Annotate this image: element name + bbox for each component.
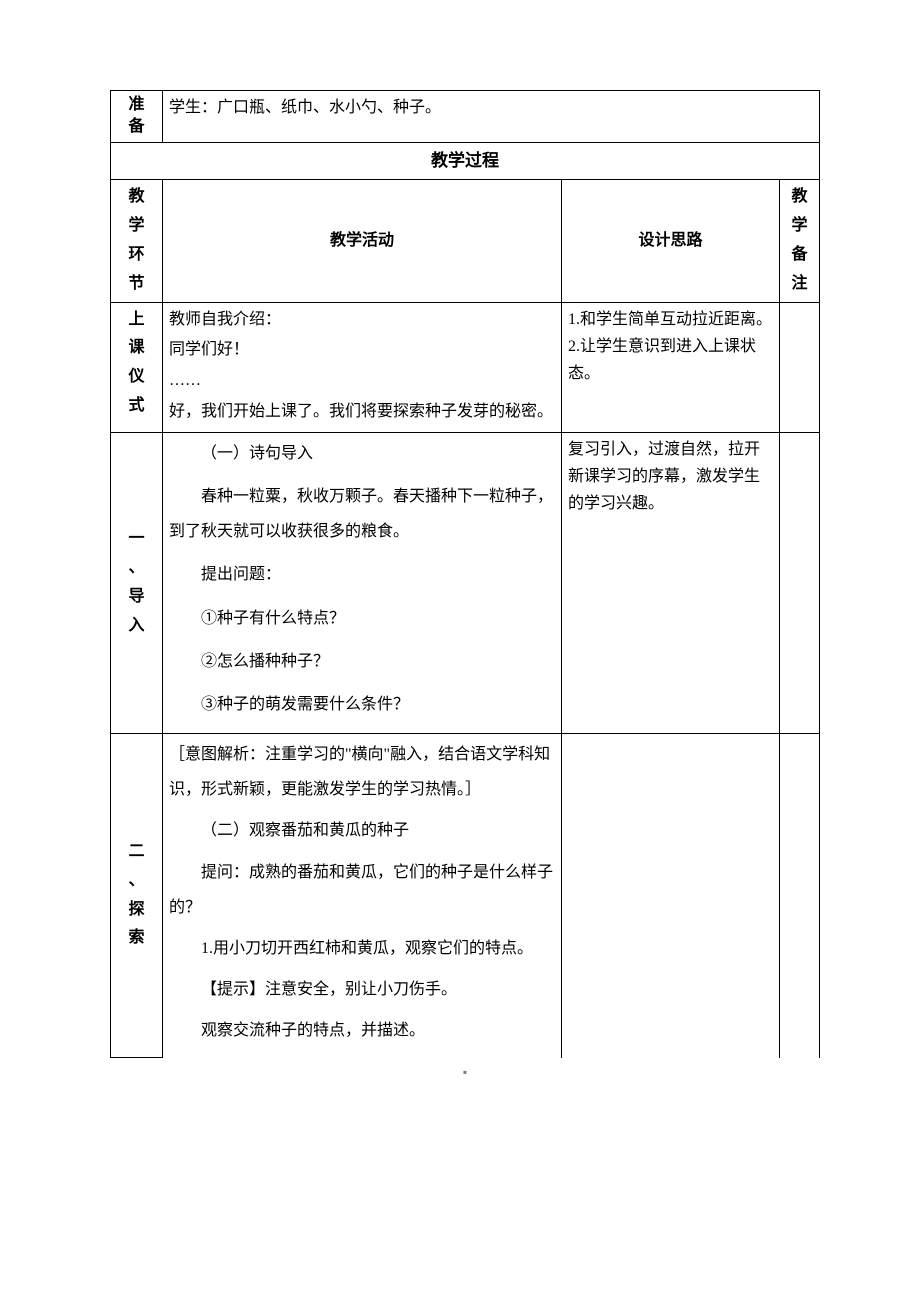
ceremony-idea: 1.和学生简单互动拉近距离。2.让学生意识到进入上课状态。 [561, 302, 779, 432]
explore-observe: 观察交流种子的特点，并描述。 [169, 1013, 555, 1048]
prep-content: 学生：广口瓶、纸巾、水小勺、种子。 [163, 91, 820, 143]
intro-q3: ③种子的萌发需要什么条件？ [169, 687, 555, 722]
intro-stage: 一 、 导 入 [111, 432, 163, 733]
col-idea-header: 设计思路 [561, 180, 779, 302]
ceremony-line1: 教师自我介绍： [169, 306, 555, 335]
ceremony-stage: 上 课 仪 式 [111, 302, 163, 432]
explore-title: （二）观察番茄和黄瓜的种子 [169, 813, 555, 848]
intro-q2: ②怎么播种种子？ [169, 644, 555, 679]
intro-poem: 春种一粒粟，秋收万颗子。春天播种下一粒种子，到了秋天就可以收获很多的粮食。 [169, 479, 555, 549]
ceremony-line2: 同学们好！ [169, 336, 555, 365]
explore-tip: 【提示】注意安全，别让小刀伤手。 [169, 972, 555, 1007]
explore-row: 二 、 探 索 ［意图解析：注重学习的"横向"融入，结合语文学科知识，形式新颖，… [111, 734, 820, 1058]
process-header-row: 教学过程 [111, 142, 820, 180]
prep-label: 准 备 [111, 91, 163, 143]
explore-note [779, 734, 819, 1058]
explore-question: 提问：成熟的番茄和黄瓜，它们的种子是什么样子的？ [169, 855, 555, 925]
intro-idea: 复习引入，过渡自然，拉开新课学习的序幕，激发学生的学习兴趣。 [561, 432, 779, 733]
explore-stage: 二 、 探 索 [111, 734, 163, 1058]
explore-step1: 1.用小刀切开西红柿和黄瓜，观察它们的特点。 [169, 931, 555, 966]
lesson-plan-table: 准 备 学生：广口瓶、纸巾、水小勺、种子。 教学过程 教 学 环 节 教学活动 … [110, 90, 820, 1058]
col-note-header: 教 学 备 注 [779, 180, 819, 302]
intro-q0: 提出问题： [169, 557, 555, 592]
ceremony-activity: 教师自我介绍： 同学们好！ …… 好，我们开始上课了。我们将要探索种子发芽的秘密… [163, 302, 562, 432]
col-stage-header: 教 学 环 节 [111, 180, 163, 302]
prep-row: 准 备 学生：广口瓶、纸巾、水小勺、种子。 [111, 91, 820, 143]
ceremony-line3: …… [169, 367, 555, 396]
process-header: 教学过程 [111, 142, 820, 180]
explore-analysis: ［意图解析：注重学习的"横向"融入，结合语文学科知识，形式新颖，更能激发学生的学… [169, 737, 555, 807]
ceremony-note [779, 302, 819, 432]
intro-title: （一）诗句导入 [169, 436, 555, 471]
ceremony-line4: 好，我们开始上课了。我们将要探索种子发芽的秘密。 [169, 398, 555, 427]
column-header-row: 教 学 环 节 教学活动 设计思路 教 学 备 注 [111, 180, 820, 302]
explore-activity: ［意图解析：注重学习的"横向"融入，结合语文学科知识，形式新颖，更能激发学生的学… [163, 734, 562, 1058]
explore-idea [561, 734, 779, 1058]
intro-row: 一 、 导 入 （一）诗句导入 春种一粒粟，秋收万颗子。春天播种下一粒种子，到了… [111, 432, 820, 733]
intro-activity: （一）诗句导入 春种一粒粟，秋收万颗子。春天播种下一粒种子，到了秋天就可以收获很… [163, 432, 562, 733]
page-marker: ▪ [110, 1062, 820, 1084]
col-activity-header: 教学活动 [163, 180, 562, 302]
ceremony-row: 上 课 仪 式 教师自我介绍： 同学们好！ …… 好，我们开始上课了。我们将要探… [111, 302, 820, 432]
intro-note [779, 432, 819, 733]
intro-q1: ①种子有什么特点？ [169, 601, 555, 636]
